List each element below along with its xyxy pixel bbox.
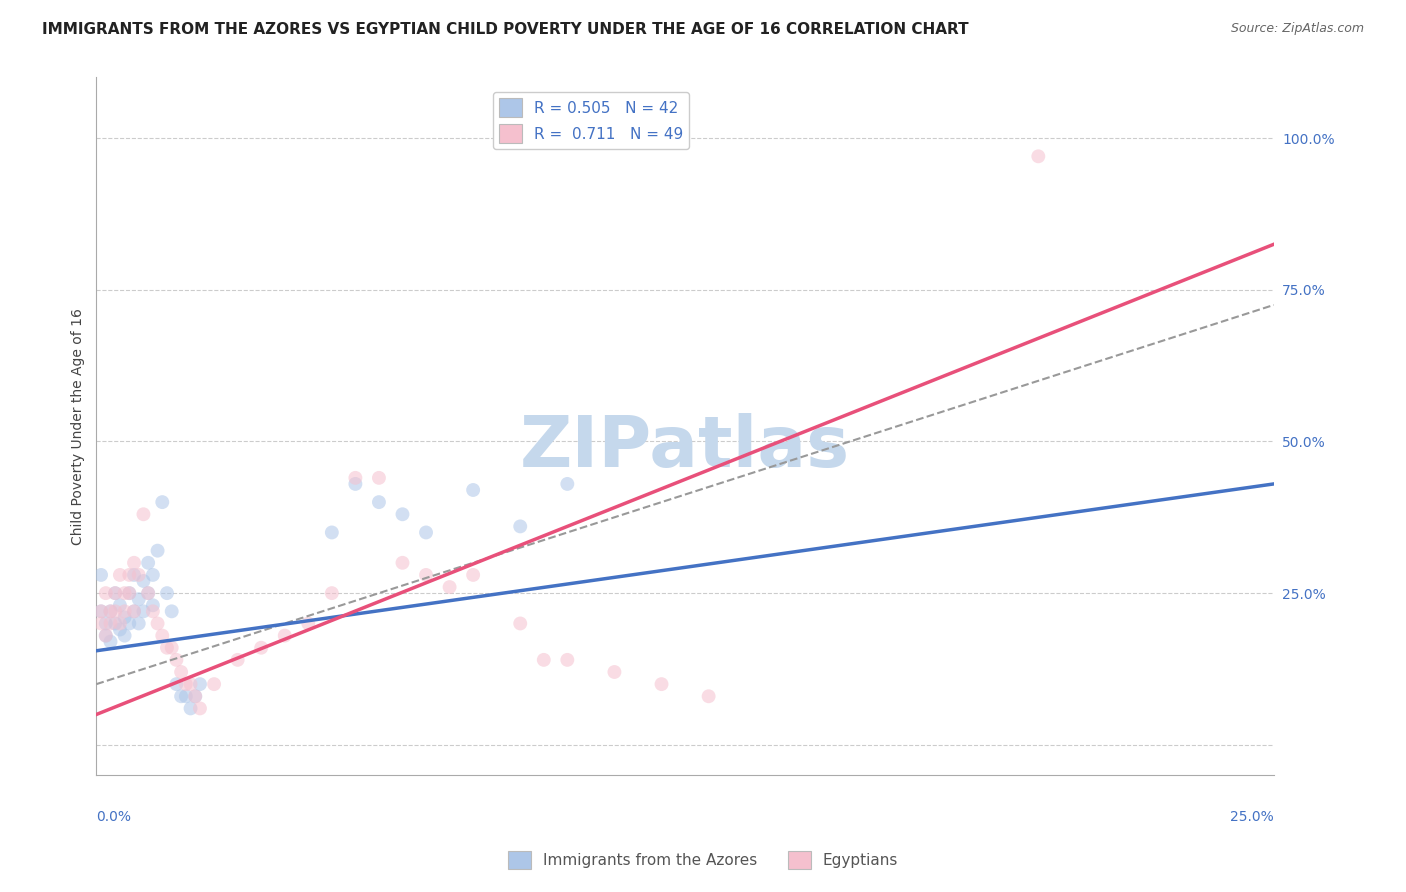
Point xyxy=(250,640,273,655)
Point xyxy=(104,604,127,618)
Point xyxy=(439,580,461,594)
Point xyxy=(509,519,531,533)
Point xyxy=(368,471,391,485)
Text: 25.0%: 25.0% xyxy=(1230,810,1274,824)
Point xyxy=(188,677,211,691)
Point xyxy=(94,586,117,600)
Point xyxy=(146,543,169,558)
Y-axis label: Child Poverty Under the Age of 16: Child Poverty Under the Age of 16 xyxy=(72,308,86,545)
Legend: Immigrants from the Azores, Egyptians: Immigrants from the Azores, Egyptians xyxy=(502,845,904,875)
Point xyxy=(651,677,673,691)
Point xyxy=(118,616,141,631)
Point xyxy=(174,690,197,704)
Point xyxy=(100,616,122,631)
Point xyxy=(108,616,131,631)
Point xyxy=(415,568,437,582)
Point xyxy=(509,616,531,631)
Point xyxy=(114,629,136,643)
Point xyxy=(603,665,626,679)
Point xyxy=(100,634,122,648)
Point xyxy=(122,604,145,618)
Point xyxy=(297,616,319,631)
Point xyxy=(391,508,413,522)
Point xyxy=(697,690,720,704)
Point xyxy=(146,616,169,631)
Point xyxy=(132,574,155,588)
Point xyxy=(114,610,136,624)
Point xyxy=(94,616,117,631)
Point xyxy=(415,525,437,540)
Point xyxy=(202,677,225,691)
Point xyxy=(90,604,112,618)
Point xyxy=(118,586,141,600)
Point xyxy=(108,599,131,613)
Point xyxy=(156,586,179,600)
Point xyxy=(557,653,579,667)
Point xyxy=(184,690,207,704)
Point xyxy=(344,471,367,485)
Point xyxy=(160,604,183,618)
Point xyxy=(90,568,112,582)
Point xyxy=(132,508,155,522)
Point xyxy=(533,653,555,667)
Point xyxy=(165,653,187,667)
Point xyxy=(180,677,202,691)
Point xyxy=(100,604,122,618)
Point xyxy=(94,629,117,643)
Point xyxy=(136,586,159,600)
Point xyxy=(90,616,112,631)
Point xyxy=(114,586,136,600)
Text: IMMIGRANTS FROM THE AZORES VS EGYPTIAN CHILD POVERTY UNDER THE AGE OF 16 CORRELA: IMMIGRANTS FROM THE AZORES VS EGYPTIAN C… xyxy=(42,22,969,37)
Text: 0.0%: 0.0% xyxy=(97,810,131,824)
Point xyxy=(114,604,136,618)
Point xyxy=(226,653,249,667)
Point xyxy=(136,586,159,600)
Point xyxy=(368,495,391,509)
Point xyxy=(188,701,211,715)
Point xyxy=(274,629,297,643)
Point xyxy=(165,677,187,691)
Point xyxy=(118,568,141,582)
Point xyxy=(128,616,150,631)
Point xyxy=(174,677,197,691)
Point xyxy=(142,599,165,613)
Point xyxy=(122,604,145,618)
Point xyxy=(557,477,579,491)
Point xyxy=(321,586,343,600)
Point xyxy=(122,556,145,570)
Point xyxy=(180,701,202,715)
Point xyxy=(321,525,343,540)
Point xyxy=(128,592,150,607)
Point xyxy=(142,568,165,582)
Legend: R = 0.505   N = 42, R =  0.711   N = 49: R = 0.505 N = 42, R = 0.711 N = 49 xyxy=(492,92,689,149)
Point xyxy=(150,495,173,509)
Point xyxy=(108,568,131,582)
Point xyxy=(132,604,155,618)
Point xyxy=(142,604,165,618)
Point xyxy=(170,690,193,704)
Point xyxy=(108,623,131,637)
Point xyxy=(104,586,127,600)
Point xyxy=(150,629,173,643)
Point xyxy=(463,483,485,497)
Point xyxy=(90,604,112,618)
Point xyxy=(344,477,367,491)
Point xyxy=(463,568,485,582)
Point xyxy=(128,568,150,582)
Text: ZIPatlas: ZIPatlas xyxy=(520,413,851,482)
Text: Source: ZipAtlas.com: Source: ZipAtlas.com xyxy=(1230,22,1364,36)
Point xyxy=(136,556,159,570)
Point xyxy=(184,690,207,704)
Point xyxy=(104,586,127,600)
Point xyxy=(104,616,127,631)
Point xyxy=(118,586,141,600)
Point xyxy=(94,629,117,643)
Point xyxy=(156,640,179,655)
Point xyxy=(100,604,122,618)
Point xyxy=(1026,149,1049,163)
Point xyxy=(122,568,145,582)
Point xyxy=(170,665,193,679)
Point xyxy=(391,556,413,570)
Point xyxy=(160,640,183,655)
